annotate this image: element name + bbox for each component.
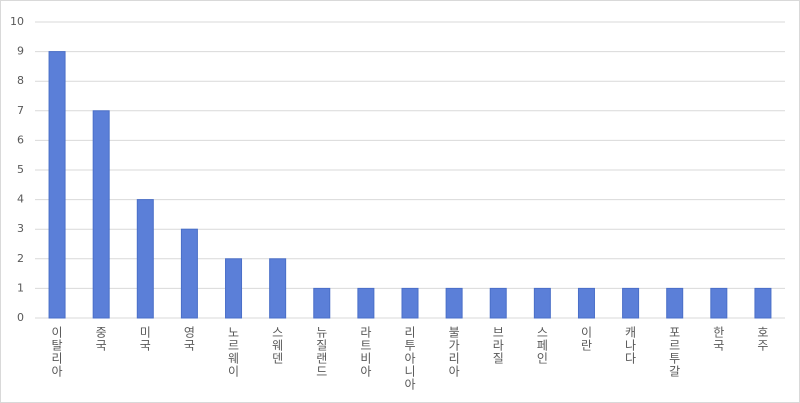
x-tick-label: 한국: [711, 326, 726, 352]
y-tick-label: 2: [17, 252, 24, 265]
bar: [666, 287, 684, 319]
x-tick-label: 영국: [181, 326, 196, 352]
x-tick-label: 노르웨이: [226, 326, 241, 378]
bar: [48, 51, 66, 319]
bar: [710, 287, 728, 319]
x-tick-label: 중국: [93, 326, 108, 352]
x-tick-label: 미국: [137, 326, 152, 352]
bar: [225, 258, 243, 319]
x-tick-label: 라트비아: [358, 326, 373, 378]
x-tick-label: 브라질: [490, 326, 505, 365]
bar: [269, 258, 287, 319]
y-tick-label: 0: [17, 311, 24, 324]
y-tick-label: 6: [17, 133, 24, 146]
x-tick-label: 호주: [755, 326, 770, 352]
x-tick-label: 리투아니아: [402, 326, 417, 391]
y-tick-label: 5: [17, 163, 24, 176]
y-tick-label: 9: [17, 45, 24, 58]
y-tick-label: 7: [17, 104, 24, 117]
bar: [313, 287, 331, 319]
bar: [622, 287, 640, 319]
y-tick-label: 4: [17, 193, 24, 206]
x-tick-label: 스페인: [534, 326, 549, 365]
y-tick-label: 8: [17, 74, 24, 87]
x-tick-label: 포르투갈: [667, 326, 682, 378]
x-tick-label: 불가리아: [446, 326, 461, 378]
bar: [533, 287, 551, 319]
bar: [445, 287, 463, 319]
bar: [401, 287, 419, 319]
x-tick-label: 이란: [578, 326, 593, 352]
bar: [577, 287, 595, 319]
bar: [754, 287, 772, 319]
bar: [357, 287, 375, 319]
x-tick-label: 스웨덴: [270, 326, 285, 365]
y-tick-label: 10: [10, 15, 24, 28]
x-tick-label: 이탈리아: [49, 326, 64, 378]
bar: [489, 287, 507, 319]
y-tick-label: 3: [17, 222, 24, 235]
bar: [92, 110, 110, 319]
y-tick-label: 1: [17, 281, 24, 294]
x-tick-label: 뉴질랜드: [314, 326, 329, 378]
bar: [180, 228, 198, 319]
bar: [136, 199, 154, 319]
x-tick-label: 캐나다: [623, 326, 638, 365]
